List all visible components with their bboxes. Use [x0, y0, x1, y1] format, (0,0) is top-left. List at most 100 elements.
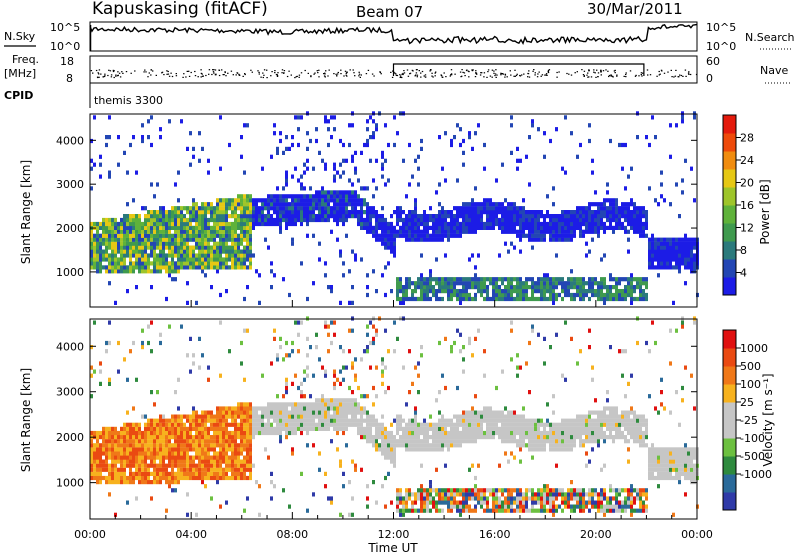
- power-cell: [639, 214, 642, 219]
- power-cell: [414, 206, 417, 211]
- power-cell: [96, 253, 99, 258]
- velocity-cell: [210, 455, 213, 460]
- power-cell: [336, 237, 339, 242]
- power-cell: [615, 277, 618, 282]
- velocity-cell: [135, 455, 138, 460]
- power-cell: [450, 210, 453, 215]
- ytick-label: 3000: [56, 178, 84, 191]
- velocity-cell: [216, 435, 219, 440]
- velocity-cell: [126, 422, 129, 427]
- freq-point: [495, 76, 497, 78]
- power-cell: [378, 221, 381, 227]
- power-cell: [516, 296, 519, 302]
- power-cell: [630, 202, 633, 207]
- freq-point: [379, 71, 381, 73]
- velocity-cell: [186, 451, 189, 456]
- power-cell: [129, 214, 132, 219]
- velocity-cell: [150, 455, 153, 460]
- power-cell: [147, 210, 150, 215]
- power-cell: [249, 198, 252, 203]
- velocity-cell: [384, 455, 387, 460]
- power-cell: [411, 214, 414, 219]
- power-cell: [162, 214, 165, 219]
- power-cell: [156, 229, 159, 234]
- power-cell: [156, 225, 159, 230]
- velocity-cell: [375, 328, 378, 333]
- power-cell: [369, 221, 372, 227]
- velocity-cell: [351, 361, 354, 366]
- velocity-cell: [159, 467, 162, 472]
- power-cell: [201, 214, 204, 219]
- velocity-cell: [141, 451, 144, 456]
- freq-point: [501, 73, 504, 75]
- power-cell: [441, 296, 444, 302]
- freq-point: [420, 76, 422, 78]
- velocity-cell: [135, 496, 138, 501]
- power-cell: [108, 281, 111, 286]
- power-cell: [393, 225, 396, 230]
- power-cell: [300, 210, 303, 215]
- power-cell: [207, 245, 210, 250]
- velocity-cell: [117, 340, 120, 346]
- power-cell: [537, 233, 540, 238]
- power-cell: [390, 289, 393, 294]
- power-cell: [444, 285, 447, 290]
- velocity-cell: [108, 439, 111, 444]
- power-cell: [297, 178, 300, 183]
- velocity-cell: [381, 443, 384, 448]
- velocity-cell: [174, 455, 177, 460]
- freq-point: [504, 73, 506, 75]
- power-cell: [120, 225, 123, 230]
- velocity-cell: [168, 324, 171, 329]
- power-cell: [99, 241, 102, 246]
- freq-point: [468, 71, 470, 73]
- velocity-cell: [186, 430, 189, 436]
- velocity-cell: [381, 422, 384, 427]
- velocity-cell: [285, 377, 288, 382]
- velocity-cell: [333, 381, 336, 386]
- power-cell: [141, 138, 144, 144]
- power-cell: [132, 265, 135, 270]
- power-cell: [612, 296, 615, 302]
- velocity-cell: [291, 402, 294, 407]
- power-cell: [597, 221, 600, 227]
- freq-point: [406, 69, 409, 71]
- power-cell: [654, 265, 657, 270]
- freq-point: [434, 75, 436, 77]
- power-cell: [156, 217, 159, 223]
- power-cell: [300, 206, 303, 211]
- velocity-cell: [402, 443, 405, 448]
- velocity-cell: [150, 390, 153, 395]
- freq-point: [677, 76, 679, 78]
- power-cell: [576, 292, 579, 298]
- velocity-cell: [171, 475, 174, 481]
- power-cell: [180, 237, 183, 242]
- power-cell: [414, 229, 417, 234]
- power-cell: [390, 249, 393, 254]
- power-cell: [690, 265, 693, 270]
- power-cell: [537, 277, 540, 282]
- freq-point: [200, 72, 203, 74]
- power-cell: [453, 289, 456, 294]
- power-cell: [420, 296, 423, 302]
- power-cell: [528, 285, 531, 290]
- velocity-cell: [195, 475, 198, 481]
- velocity-cell: [354, 373, 357, 378]
- velocity-cell: [327, 332, 330, 337]
- velocity-cell: [339, 410, 342, 415]
- velocity-cell: [120, 459, 123, 464]
- velocity-cell: [126, 426, 129, 431]
- velocity-cell: [132, 422, 135, 427]
- power-cell: [570, 225, 573, 230]
- velocity-cell: [270, 480, 273, 485]
- freq-point: [414, 75, 416, 77]
- power-cell: [318, 150, 321, 155]
- freq-point: [528, 76, 531, 78]
- freq-point: [202, 75, 204, 77]
- power-cell: [465, 210, 468, 215]
- velocity-cell: [222, 447, 225, 452]
- power-cell: [228, 202, 231, 207]
- velocity-cell: [408, 496, 411, 501]
- power-cell: [309, 210, 312, 215]
- power-cell: [159, 237, 162, 242]
